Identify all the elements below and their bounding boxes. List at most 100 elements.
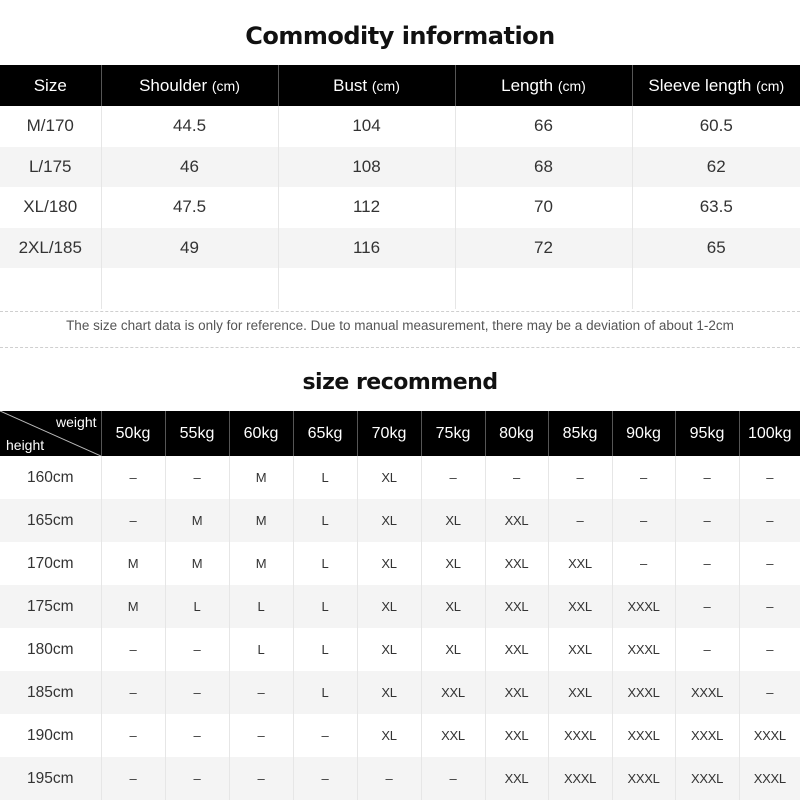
recommended-size-cell: – bbox=[100, 757, 165, 800]
recommended-size-cell: M bbox=[228, 456, 293, 499]
recommended-size-cell: – bbox=[100, 499, 165, 542]
shoulder-cell: 47.5 bbox=[100, 187, 278, 228]
recommended-size-cell: L bbox=[292, 671, 357, 714]
weight-axis-label: weight bbox=[56, 414, 97, 430]
empty-row bbox=[0, 268, 800, 309]
recommended-size-cell: XXXL bbox=[611, 757, 675, 800]
dashed-divider bbox=[0, 347, 800, 348]
recommended-size-cell: – bbox=[738, 499, 800, 542]
recommended-size-cell: – bbox=[228, 757, 293, 800]
recommended-size-cell: – bbox=[100, 628, 165, 671]
recommended-size-cell: – bbox=[420, 456, 485, 499]
header-size: Size bbox=[0, 65, 101, 106]
recommended-size-cell: – bbox=[164, 714, 229, 757]
recommended-size-cell: XXL bbox=[484, 542, 548, 585]
size-chart-table: Size Shoulder (cm) Bust (cm) Length (cm)… bbox=[0, 65, 800, 309]
recommended-size-cell: XL bbox=[356, 499, 421, 542]
weight-header: 70kg bbox=[356, 411, 421, 456]
length-cell: 70 bbox=[454, 187, 632, 228]
recommended-size-cell: XL bbox=[356, 456, 421, 499]
header-sleeve-length: Sleeve length (cm) bbox=[631, 65, 800, 106]
table-row: M/170 44.5 104 66 60.5 bbox=[0, 106, 800, 147]
sleeve-cell: 65 bbox=[631, 227, 800, 268]
table-row: 180cm – – L L XL XL XXL XXL XXXL – – bbox=[0, 628, 800, 671]
recommended-size-cell: XXXL bbox=[611, 585, 675, 628]
recommended-size-cell: XXL bbox=[547, 671, 612, 714]
table-row: 2XL/185 49 116 72 65 bbox=[0, 227, 800, 268]
header-shoulder: Shoulder (cm) bbox=[100, 65, 278, 106]
table-row: 175cm M L L L XL XL XXL XXL XXXL – – bbox=[0, 585, 800, 628]
recommended-size-cell: L bbox=[164, 585, 229, 628]
recommended-size-cell: – bbox=[100, 714, 165, 757]
recommended-size-cell: – bbox=[611, 456, 675, 499]
recommended-size-cell: XXL bbox=[484, 628, 548, 671]
recommended-size-cell: M bbox=[100, 585, 165, 628]
recommended-size-cell: XXXL bbox=[611, 714, 675, 757]
recommended-size-cell: – bbox=[674, 585, 739, 628]
recommended-size-cell: XXXL bbox=[674, 714, 739, 757]
weight-header: 60kg bbox=[228, 411, 293, 456]
size-cell: M/170 bbox=[26, 116, 74, 136]
recommended-size-cell: – bbox=[738, 542, 800, 585]
weight-header: 85kg bbox=[547, 411, 612, 456]
weight-header: 55kg bbox=[164, 411, 229, 456]
height-cell: 170cm bbox=[26, 554, 74, 572]
recommended-size-cell: XXL bbox=[547, 628, 612, 671]
height-cell: 160cm bbox=[26, 468, 74, 486]
table-row: 160cm – – M L XL – – – – – – bbox=[0, 456, 800, 499]
recommended-size-cell: XXL bbox=[547, 585, 612, 628]
recommended-size-cell: XXXL bbox=[611, 628, 675, 671]
table-row: 185cm – – – L XL XXL XXL XXL XXXL XXXL – bbox=[0, 671, 800, 714]
recommended-size-cell: XL bbox=[356, 671, 421, 714]
size-cell: 2XL/185 bbox=[0, 227, 101, 268]
recommended-size-cell: XXXL bbox=[674, 757, 739, 800]
weight-header: 50kg bbox=[100, 411, 165, 456]
recommended-size-cell: XXXL bbox=[547, 757, 612, 800]
table-row: 165cm – M M L XL XL XXL – – – – bbox=[0, 499, 800, 542]
recommended-size-cell: – bbox=[228, 671, 293, 714]
recommended-size-cell: XXL bbox=[420, 671, 485, 714]
recommended-size-cell: L bbox=[228, 628, 293, 671]
recommended-size-cell: L bbox=[228, 585, 293, 628]
sleeve-cell: 60.5 bbox=[631, 106, 800, 147]
recommended-size-cell: – bbox=[292, 757, 357, 800]
recommended-size-cell: XXL bbox=[420, 714, 485, 757]
recommended-size-cell: XXL bbox=[484, 757, 548, 800]
sleeve-cell: 63.5 bbox=[631, 187, 800, 228]
recommended-size-cell: – bbox=[100, 671, 165, 714]
diagonal-divider bbox=[0, 411, 101, 456]
recommend-header-row: weight height 50kg 55kg 60kg 65kg 70kg 75kg 80… bbox=[0, 411, 800, 456]
recommended-size-cell: – bbox=[547, 499, 612, 542]
recommended-size-cell: XL bbox=[420, 499, 485, 542]
recommended-size-cell: – bbox=[164, 671, 229, 714]
recommended-size-cell: – bbox=[164, 757, 229, 800]
recommended-size-cell: – bbox=[292, 714, 357, 757]
recommended-size-cell: – bbox=[100, 456, 165, 499]
table-row: 190cm – – – – XL XXL XXL XXXL XXXL XXXL XXXL bbox=[0, 714, 800, 757]
table-row: 170cm M M M L XL XL XXL XXL – – – bbox=[0, 542, 800, 585]
length-cell: 68 bbox=[454, 146, 632, 187]
recommended-size-cell: XXXL bbox=[611, 671, 675, 714]
height-axis-label: height bbox=[6, 437, 45, 453]
recommended-size-cell: XXXL bbox=[547, 714, 612, 757]
recommended-size-cell: L bbox=[292, 456, 357, 499]
recommended-size-cell: – bbox=[611, 499, 675, 542]
shoulder-cell: 44.5 bbox=[100, 106, 278, 147]
size-cell: L/175 bbox=[0, 146, 101, 187]
weight-header: 95kg bbox=[674, 411, 739, 456]
measurement-note: The size chart data is only for referenc… bbox=[66, 318, 734, 333]
recommended-size-cell: XL bbox=[420, 585, 485, 628]
recommended-size-cell: – bbox=[484, 456, 548, 499]
table-row: L/175 46 108 68 62 bbox=[0, 146, 800, 187]
weight-header: 80kg bbox=[484, 411, 548, 456]
header-length: Length (cm) bbox=[454, 65, 632, 106]
commodity-information-title: Commodity information bbox=[245, 22, 555, 50]
recommended-size-cell: M bbox=[228, 499, 293, 542]
weight-header: 65kg bbox=[292, 411, 357, 456]
recommended-size-cell: – bbox=[674, 628, 739, 671]
recommended-size-cell: – bbox=[356, 757, 421, 800]
recommended-size-cell: L bbox=[292, 542, 357, 585]
recommended-size-cell: – bbox=[547, 456, 612, 499]
recommended-size-cell: – bbox=[164, 628, 229, 671]
size-cell: XL/180 bbox=[23, 197, 78, 217]
